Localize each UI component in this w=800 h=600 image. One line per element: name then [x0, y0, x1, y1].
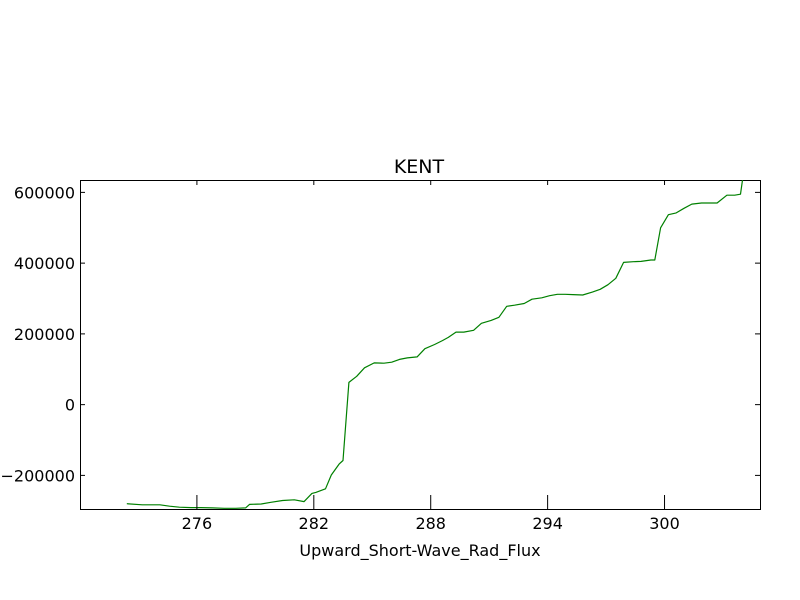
- x-axis: 276 282 288 294 300: [182, 180, 680, 533]
- series-line-1: [126, 180, 744, 509]
- plot-area: [126, 180, 744, 509]
- chart-title: KENT: [394, 156, 445, 178]
- x-tick-label: 282: [299, 514, 330, 533]
- y-axis: −200000 0 200000 400000 600000: [1, 183, 760, 485]
- y-tick-label: 400000: [14, 254, 75, 273]
- y-tick-label: 600000: [14, 183, 75, 202]
- plot-frame: [80, 180, 761, 510]
- x-tick-label: 288: [415, 514, 446, 533]
- x-tick-label: 294: [532, 514, 563, 533]
- x-axis-label: Upward_Short-Wave_Rad_Flux: [299, 541, 540, 561]
- x-tick-label: 300: [649, 514, 680, 533]
- y-tick-label: 200000: [14, 325, 75, 344]
- y-tick-label: 0: [65, 396, 75, 415]
- y-tick-label: −200000: [1, 466, 75, 485]
- x-tick-label: 276: [182, 514, 213, 533]
